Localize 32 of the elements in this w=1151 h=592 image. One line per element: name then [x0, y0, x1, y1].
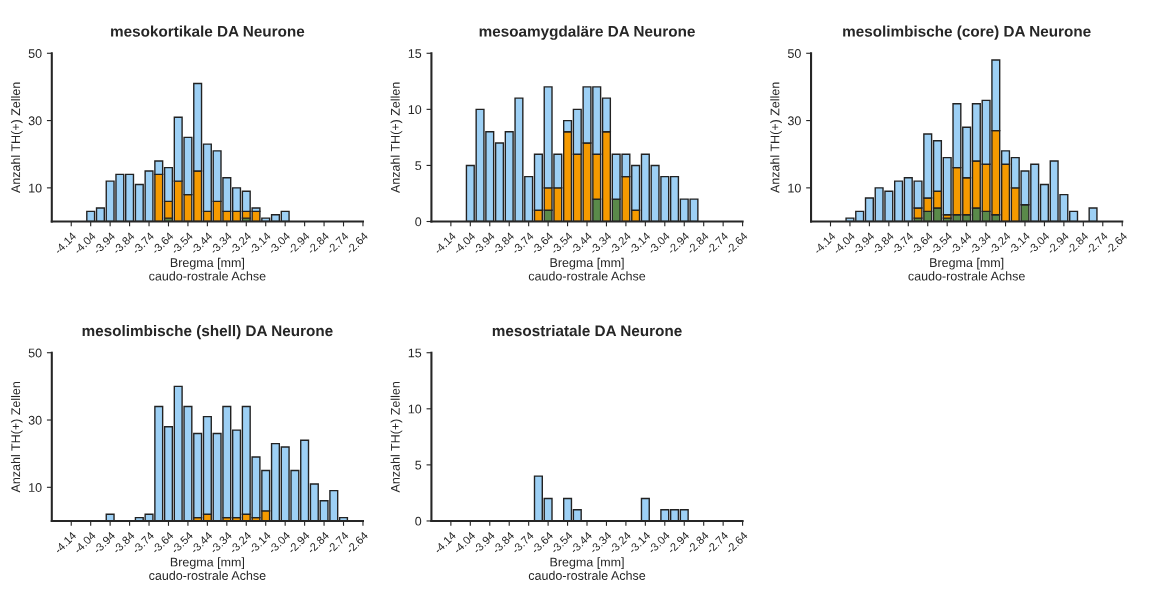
y-tick-label: 30	[28, 116, 42, 126]
x-axis-title: Bregma [mm] caudo-rostrale Achse	[149, 257, 266, 281]
y-tick-label: 10	[29, 183, 42, 193]
y-tick-label: 0	[415, 217, 422, 227]
x-axis-title: Bregma [mm] caudo-rostrale Achse	[149, 557, 266, 580]
x-axis-title: Bregma [mm] caudo-rostrale Achse	[528, 557, 646, 580]
chart-title: mesoamygdaläre DA Neurone	[479, 25, 695, 40]
y-tick-label: 10	[408, 105, 422, 115]
y-axis-title: Anzahl TH(+) Zellen	[770, 82, 782, 194]
y-axis-title: Anzahl TH(+) Zellen	[390, 382, 403, 493]
y-axis-title: Anzahl TH(+) Zellen	[10, 82, 23, 194]
y-tick-label: 50	[28, 49, 42, 58]
y-tick-label: 50	[787, 49, 801, 58]
chart-title: mesolimbische (shell) DA Neurone	[82, 324, 333, 340]
y-tick-label: 15	[408, 348, 422, 358]
y-tick-label: 10	[408, 404, 422, 414]
y-tick-label: 0	[415, 516, 422, 526]
x-axis-title: Bregma [mm] caudo-rostrale Achse	[528, 257, 646, 281]
y-tick-label: 30	[787, 116, 801, 126]
chart-title: mesokortikale DA Neurone	[111, 25, 305, 37]
chart-title: mesostriatale DA Neurone	[492, 324, 682, 337]
x-axis-title: Bregma [mm] caudo-rostrale Achse	[908, 257, 1025, 281]
y-axis-title: Anzahl TH(+) Zellen	[390, 82, 403, 194]
y-tick-label: 5	[415, 161, 422, 171]
y-axis-title: Anzahl TH(+) Zellen	[10, 382, 23, 493]
y-tick-label: 30	[28, 415, 42, 425]
y-tick-label: 10	[29, 483, 42, 492]
y-tick-label: 15	[408, 49, 422, 58]
y-tick-label: 10	[788, 183, 801, 193]
chart-title: mesolimbische (core) DA Neurone	[843, 25, 1091, 40]
y-tick-label: 50	[28, 348, 42, 358]
y-tick-label: 5	[415, 460, 422, 470]
